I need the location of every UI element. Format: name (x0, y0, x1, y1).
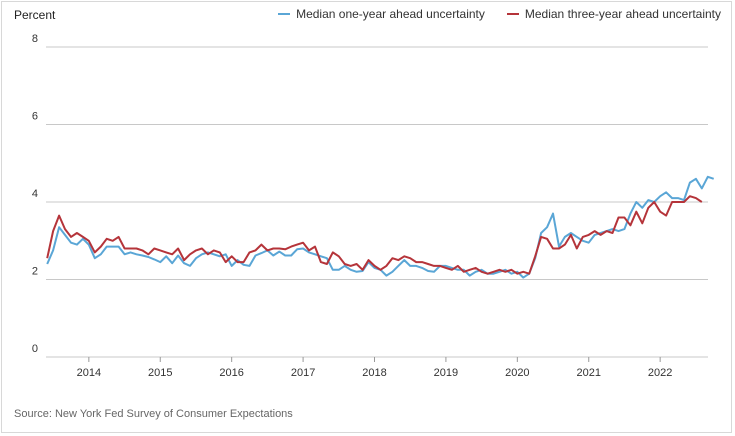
legend: Median one-year ahead uncertainty Median… (278, 7, 721, 21)
y-tick-label: 8 (32, 33, 38, 45)
x-tick-label: 2016 (219, 367, 243, 379)
legend-label-three-year: Median three-year ahead uncertainty (524, 7, 721, 21)
source-note: Source: New York Fed Survey of Consumer … (14, 408, 293, 420)
x-tick-label: 2019 (434, 367, 458, 379)
x-tick-label: 2022 (648, 367, 672, 379)
x-tick-label: 2018 (362, 367, 386, 379)
y-tick-label: 4 (32, 188, 38, 200)
y-tick-label: 2 (32, 266, 38, 278)
legend-item-one-year[interactable]: Median one-year ahead uncertainty (278, 7, 485, 21)
series-line-three-year[interactable] (46, 195, 703, 275)
y-tick-label: 6 (32, 111, 38, 123)
legend-label-one-year: Median one-year ahead uncertainty (296, 7, 485, 21)
y-tick-label: 0 (32, 343, 38, 355)
x-tick-label: 2021 (576, 367, 600, 379)
legend-item-three-year[interactable]: Median three-year ahead uncertainty (506, 7, 721, 21)
x-tick-label: 2017 (291, 367, 315, 379)
y-axis-title: Percent (14, 8, 56, 22)
x-tick-label: 2020 (505, 367, 529, 379)
legend-swatch-three-year (506, 13, 519, 15)
x-tick-label: 2015 (148, 367, 172, 379)
x-tick-label: 2014 (77, 367, 101, 379)
legend-swatch-one-year (278, 13, 291, 15)
